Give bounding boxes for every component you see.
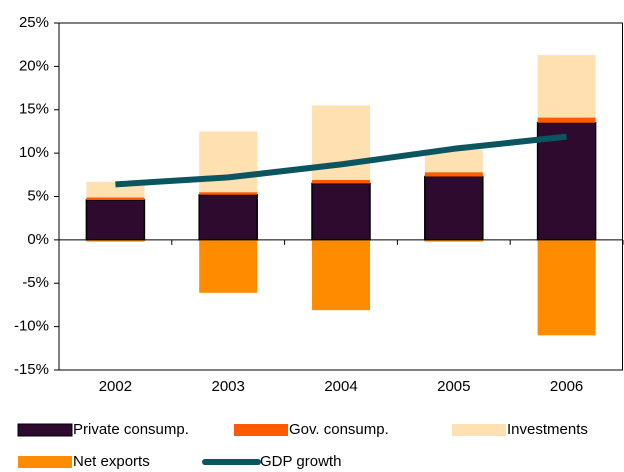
y-tick-label: 25% (19, 14, 49, 31)
bar-segment (424, 239, 483, 242)
bar-segment (537, 239, 596, 336)
x-tick-label: 2003 (212, 378, 245, 395)
bar-segment (86, 239, 145, 242)
legend-label: Gov. consump. (289, 421, 389, 438)
bar-segment (85, 199, 146, 241)
legend-label: GDP growth (260, 453, 341, 470)
bar-segment (199, 131, 258, 193)
x-tick-label: 2002 (99, 378, 132, 395)
bar-segment (537, 117, 596, 123)
bar-segment (312, 239, 370, 311)
x-tick-label: 2005 (437, 378, 470, 395)
x-tick-label: 2006 (550, 378, 583, 395)
y-tick-label: 0% (27, 231, 49, 248)
x-tick-label: 2004 (324, 378, 357, 395)
bar-segment (424, 172, 483, 177)
bar-segment (86, 197, 145, 200)
y-tick-label: -10% (14, 318, 49, 335)
legend-label: Investments (507, 421, 588, 438)
y-tick-label: -5% (22, 274, 49, 291)
line (115, 133, 567, 188)
y-tick-label: 20% (19, 57, 49, 74)
bar-segment (199, 239, 258, 293)
bar-segment (198, 194, 258, 241)
y-tick-label: 10% (19, 144, 49, 161)
legend-swatch (452, 424, 506, 436)
y-tick-label: 15% (19, 101, 49, 118)
bar-segment (537, 55, 596, 118)
legend-label: Net exports (73, 453, 150, 470)
bar-segment (312, 180, 370, 184)
y-tick-label: 5% (27, 187, 49, 204)
bar-segment (424, 149, 483, 173)
y-tick-label: -15% (14, 361, 49, 378)
bar-segment (424, 175, 484, 241)
legend-swatch (234, 424, 288, 436)
bar-segment (199, 192, 258, 195)
legend-label: Private consump. (73, 421, 189, 438)
bar-segment (536, 122, 597, 241)
bar-segment (311, 182, 371, 241)
legend-swatch (18, 456, 72, 468)
legend-swatch (17, 423, 73, 437)
